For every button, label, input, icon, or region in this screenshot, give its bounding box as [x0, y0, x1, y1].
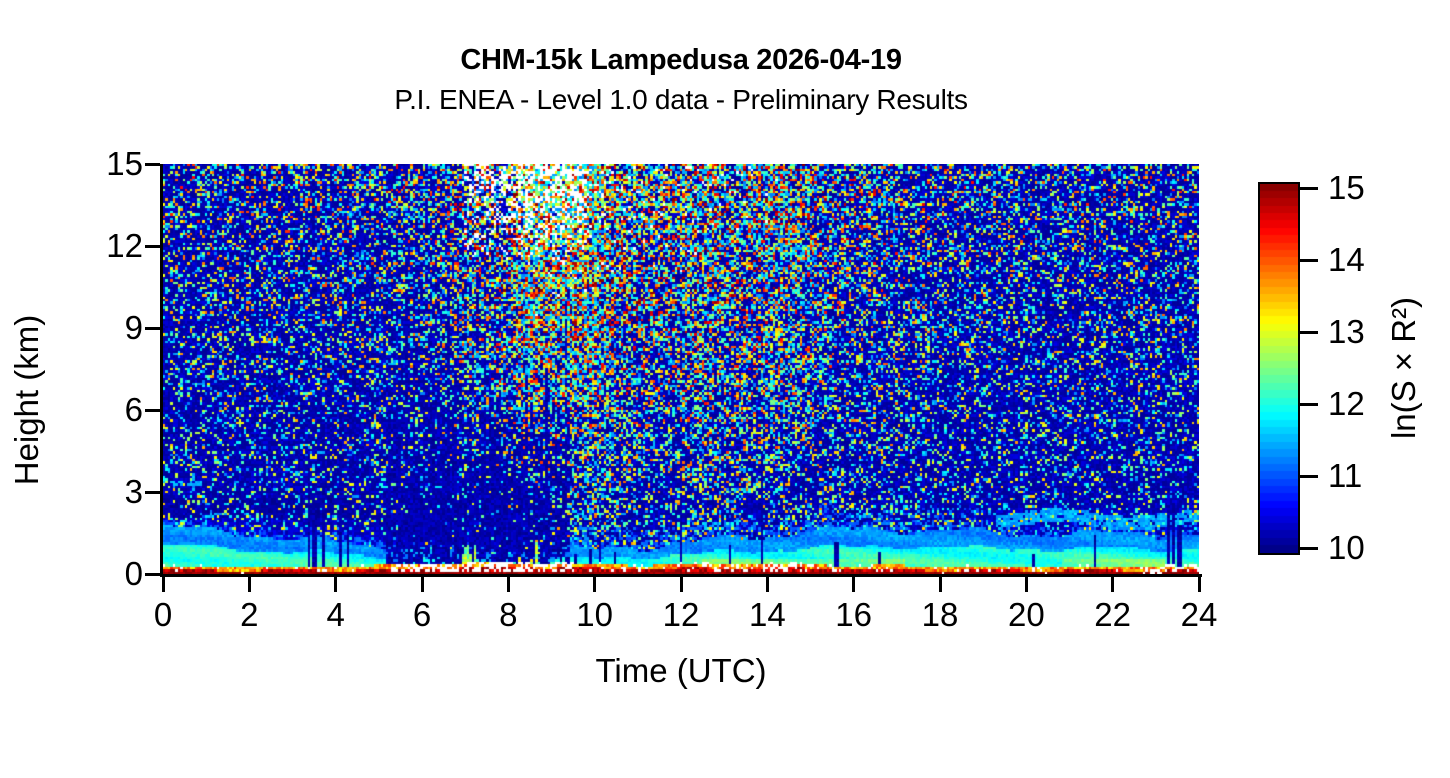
x-tick-label: 18 [921, 596, 959, 633]
x-tick [506, 577, 510, 592]
x-tick-label: 2 [240, 596, 259, 633]
x-tick [334, 577, 338, 592]
chart-subtitle: P.I. ENEA - Level 1.0 data - Preliminary… [394, 84, 968, 115]
x-tick [852, 577, 856, 592]
colorbar-tick-label: 12 [1328, 385, 1365, 422]
x-tick-label: 12 [662, 596, 700, 633]
y-tick [145, 162, 160, 166]
x-tick [1111, 577, 1115, 592]
y-tick [145, 244, 160, 248]
colorbar-tick [1300, 258, 1318, 262]
x-tick-label: 4 [326, 596, 345, 633]
x-tick [420, 577, 424, 592]
y-tick-label: 15 [106, 145, 143, 182]
y-tick-label: 3 [124, 473, 143, 510]
y-tick [145, 572, 160, 576]
x-axis-label: Time (UTC) [595, 652, 767, 689]
x-tick-label: 24 [1180, 596, 1218, 633]
axes-frame [160, 164, 1202, 577]
colorbar-label: ln(S × R²) [1385, 296, 1422, 440]
y-axis-label: Height (km) [8, 314, 45, 486]
colorbar-tick [1300, 546, 1318, 550]
x-tick-label: 10 [576, 596, 614, 633]
y-tick-label: 9 [124, 309, 143, 346]
colorbar-tick [1300, 474, 1318, 478]
colorbar-tick [1300, 402, 1318, 406]
x-tick [1024, 577, 1028, 592]
y-tick-label: 6 [124, 391, 143, 428]
x-tick [938, 577, 942, 592]
colorbar-gradient [1260, 184, 1298, 553]
x-tick [679, 577, 683, 592]
x-tick-label: 14 [748, 596, 786, 633]
colorbar-tick [1300, 330, 1318, 334]
y-tick [145, 408, 160, 412]
x-tick [1197, 577, 1201, 592]
x-tick-label: 8 [499, 596, 518, 633]
colorbar-tick-label: 13 [1328, 313, 1365, 350]
x-tick-label: 22 [1094, 596, 1132, 633]
y-tick [145, 326, 160, 330]
x-tick [765, 577, 769, 592]
colorbar-tick-label: 10 [1328, 529, 1365, 566]
heatmap-canvas [163, 164, 1199, 574]
colorbar-tick [1300, 186, 1318, 190]
x-tick [247, 577, 251, 592]
x-tick-label: 0 [153, 596, 173, 633]
y-tick [145, 490, 160, 494]
x-tick-label: 20 [1007, 596, 1045, 633]
x-tick-label: 6 [412, 596, 432, 633]
x-tick [593, 577, 597, 592]
colorbar-tick-label: 15 [1328, 169, 1365, 206]
x-tick [161, 577, 165, 592]
colorbar-frame [1258, 182, 1300, 555]
chart-title: CHM-15k Lampedusa 2026-04-19 [460, 44, 902, 76]
x-tick-label: 16 [835, 596, 873, 633]
colorbar-tick-label: 11 [1328, 457, 1363, 494]
y-tick-label: 0 [124, 555, 143, 592]
y-tick-label: 12 [106, 227, 143, 264]
colorbar-tick-label: 14 [1328, 241, 1365, 278]
